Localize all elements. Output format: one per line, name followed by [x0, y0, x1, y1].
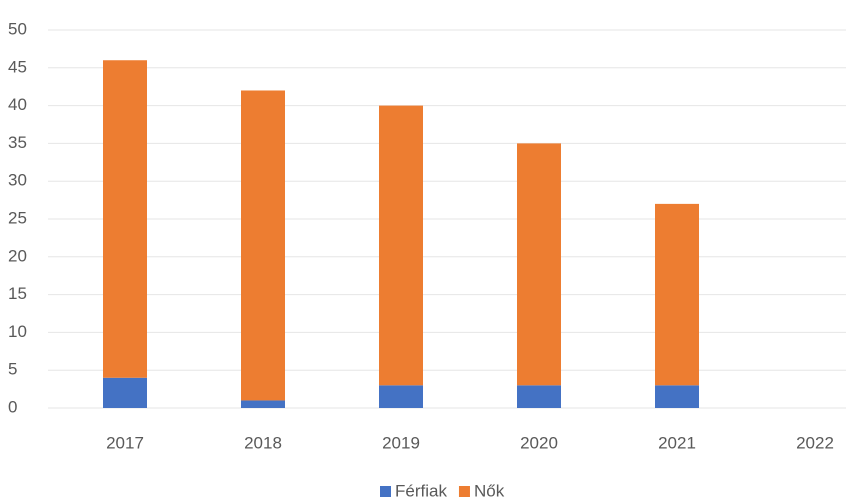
- bar-segment: [655, 203, 699, 386]
- bar-segment: [103, 377, 147, 408]
- x-tick-label: 2022: [796, 433, 834, 452]
- x-tick-label: 2017: [106, 433, 144, 452]
- y-tick-label: 50: [8, 19, 27, 38]
- y-tick-label: 45: [8, 57, 27, 76]
- bar-segment: [241, 90, 285, 401]
- bar-segment: [379, 105, 423, 386]
- y-tick-label: 25: [8, 208, 27, 227]
- x-tick-label: 2020: [520, 433, 558, 452]
- y-tick-label: 0: [8, 397, 17, 416]
- x-tick-label: 2018: [244, 433, 282, 452]
- y-tick-label: 30: [8, 171, 27, 190]
- legend-label: Nők: [474, 481, 505, 500]
- y-tick-label: 20: [8, 246, 27, 265]
- y-tick-label: 15: [8, 284, 27, 303]
- legend-swatch: [380, 486, 391, 497]
- x-tick-label: 2019: [382, 433, 420, 452]
- y-tick-label: 40: [8, 95, 27, 114]
- x-tick-label: 2021: [658, 433, 696, 452]
- bar-segment: [517, 385, 561, 408]
- bar-segment: [379, 385, 423, 408]
- legend-label: Férfiak: [395, 481, 447, 500]
- bar-segment: [655, 385, 699, 408]
- y-tick-label: 35: [8, 133, 27, 152]
- bar-segment: [517, 143, 561, 386]
- bar-segment: [241, 400, 285, 408]
- bar-segment: [103, 60, 147, 378]
- y-tick-label: 10: [8, 322, 27, 341]
- legend-swatch: [458, 486, 470, 497]
- y-tick-label: 5: [8, 360, 17, 379]
